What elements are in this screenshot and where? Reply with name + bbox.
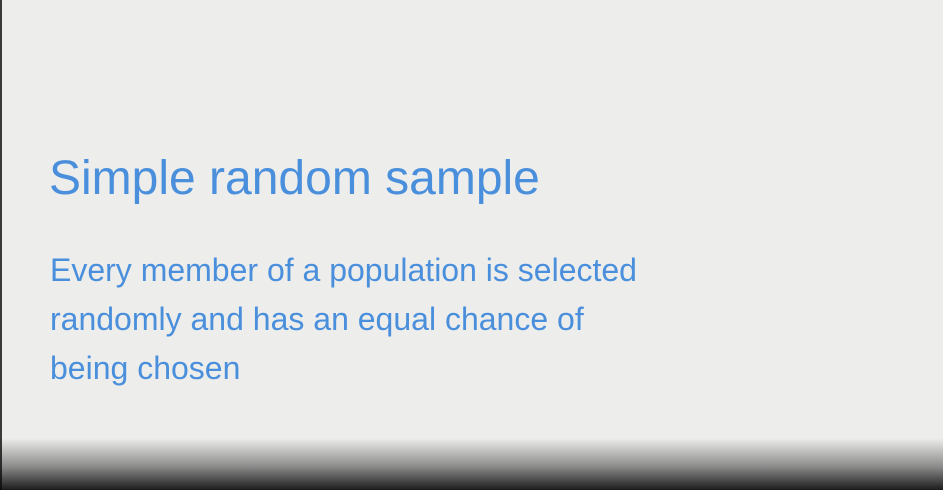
slide-left-border: [0, 0, 2, 490]
video-bottom-shade: [0, 438, 943, 490]
slide-body-line: Every member of a population is selected: [50, 252, 637, 288]
slide-body-line: randomly and has an equal chance of: [50, 301, 584, 337]
slide-body-line: being chosen: [50, 350, 241, 386]
slide-title: Simple random sample: [49, 152, 540, 205]
slide-body: Every member of a population is selected…: [50, 246, 810, 393]
